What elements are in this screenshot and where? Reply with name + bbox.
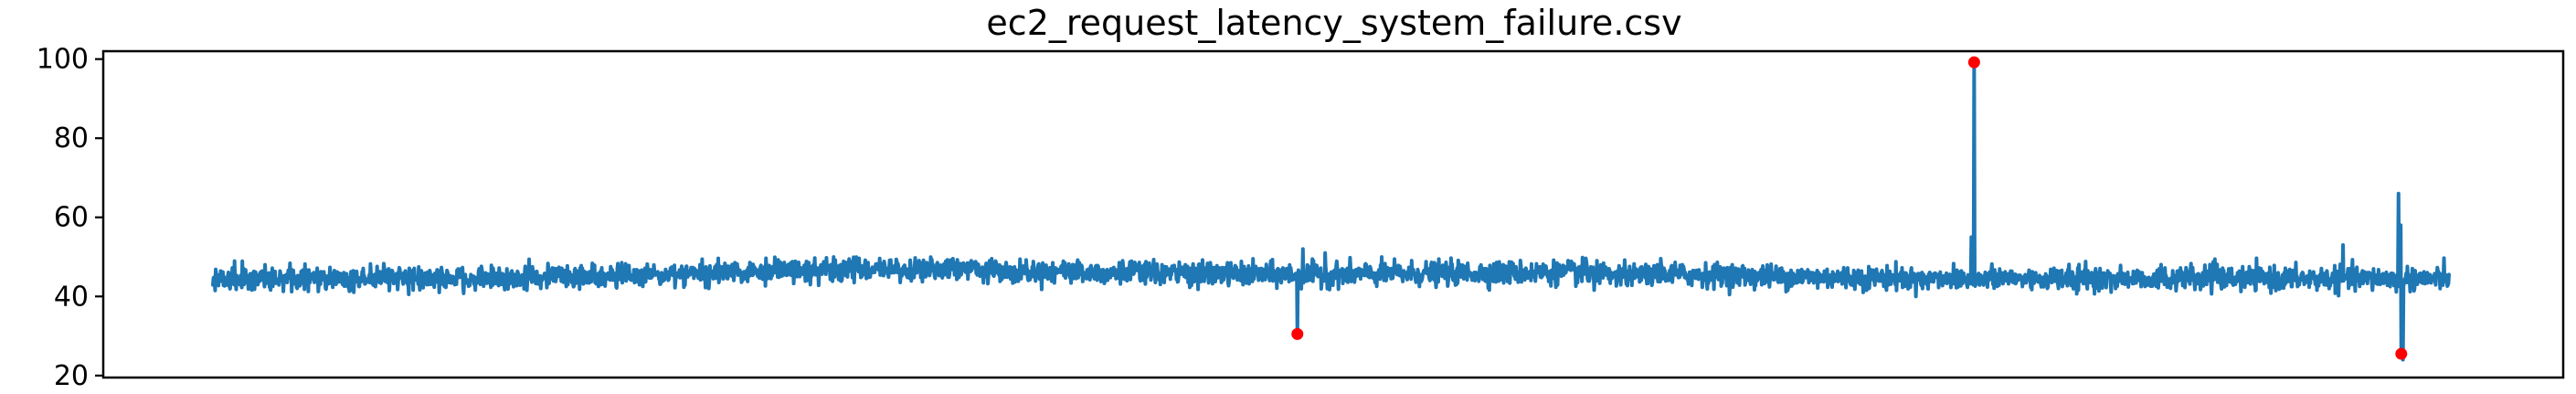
y-tick-label: 20 [54,360,89,392]
anomaly-point [1291,327,1304,340]
y-tick-label: 80 [54,122,89,154]
chart-title: ec2_request_latency_system_failure.csv [986,3,1681,43]
series-line [211,60,2451,362]
anomaly-points [1291,56,2408,360]
anomaly-point [2395,347,2408,360]
plot-area [101,49,2565,379]
y-axis: 20 40 60 80 100 [37,44,103,392]
anomaly-point [1967,56,1980,69]
y-tick-label: 60 [54,202,89,234]
y-tick-label: 100 [37,44,89,76]
y-tick-label: 40 [54,281,89,313]
